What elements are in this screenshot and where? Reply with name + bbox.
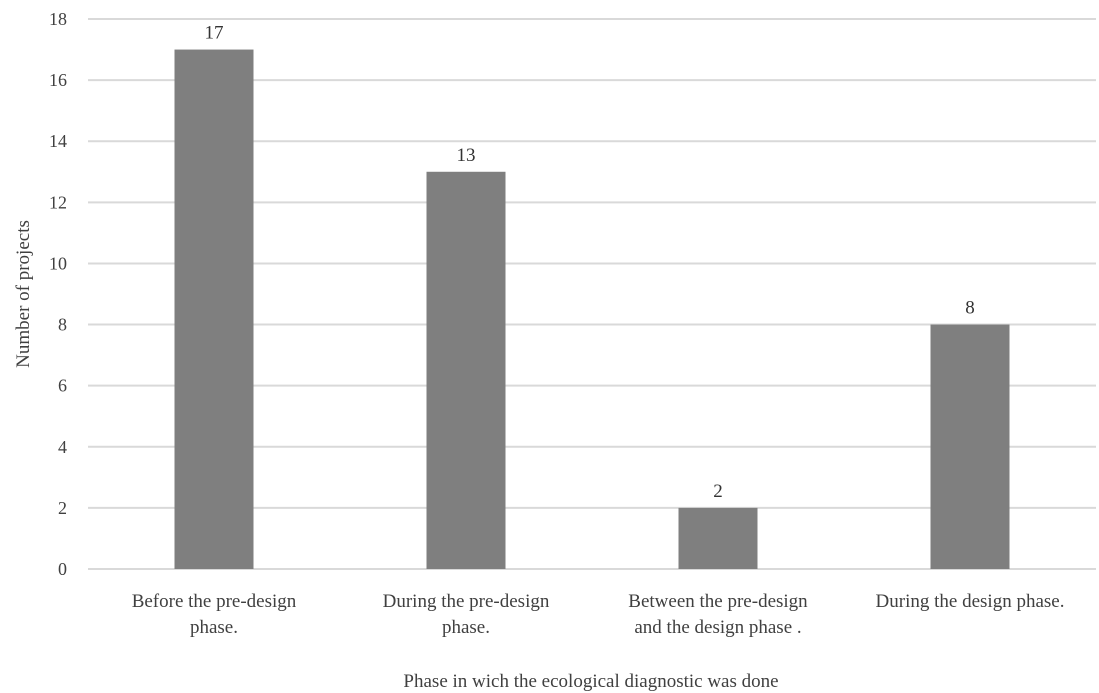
- bar: [678, 507, 758, 569]
- x-category-label: During the design phase.: [876, 591, 1065, 612]
- x-category-label-line: During the pre-design: [383, 591, 550, 612]
- data-label: 2: [713, 481, 723, 502]
- y-tick-label: 0: [58, 559, 67, 579]
- x-category-label-line: Before the pre-design: [132, 591, 297, 612]
- bar: [930, 324, 1010, 569]
- data-label: 13: [457, 145, 476, 166]
- x-axis-title: Phase in wich the ecological diagnostic …: [403, 671, 778, 692]
- x-category-label-line: and the design phase .: [634, 617, 801, 638]
- data-label: 17: [205, 23, 224, 44]
- y-tick-label: 6: [58, 376, 67, 396]
- x-category-label: Before the pre-design phase.: [132, 591, 297, 638]
- data-labels: 17 13 2 8: [205, 23, 975, 502]
- y-tick-labels: 0 2 4 6 8 10 12 14 16 18: [49, 9, 67, 579]
- y-tick-label: 14: [49, 131, 67, 151]
- y-tick-label: 16: [49, 70, 67, 90]
- y-tick-label: 8: [58, 315, 67, 335]
- bars: [174, 49, 1010, 570]
- data-label: 8: [965, 298, 975, 319]
- y-tick-label: 2: [58, 498, 67, 518]
- x-category-label-line: Between the pre-design: [628, 591, 808, 612]
- y-tick-label: 12: [49, 192, 67, 212]
- y-axis-title: Number of projects: [13, 220, 34, 368]
- bar: [174, 49, 254, 570]
- x-category-label-line: phase.: [190, 617, 238, 638]
- y-tick-label: 10: [49, 253, 67, 273]
- y-tick-label: 18: [49, 9, 67, 29]
- x-category-label-line: During the design phase.: [876, 591, 1065, 612]
- x-category-label: During the pre-design phase.: [383, 591, 550, 638]
- x-category-label-line: phase.: [442, 617, 490, 638]
- x-category-labels: Before the pre-design phase.During the pr…: [132, 591, 1065, 638]
- gridlines: [88, 18, 1096, 570]
- x-category-label: Between the pre-design and the design pha…: [628, 591, 808, 638]
- y-tick-label: 4: [58, 437, 67, 457]
- bar: [426, 171, 506, 569]
